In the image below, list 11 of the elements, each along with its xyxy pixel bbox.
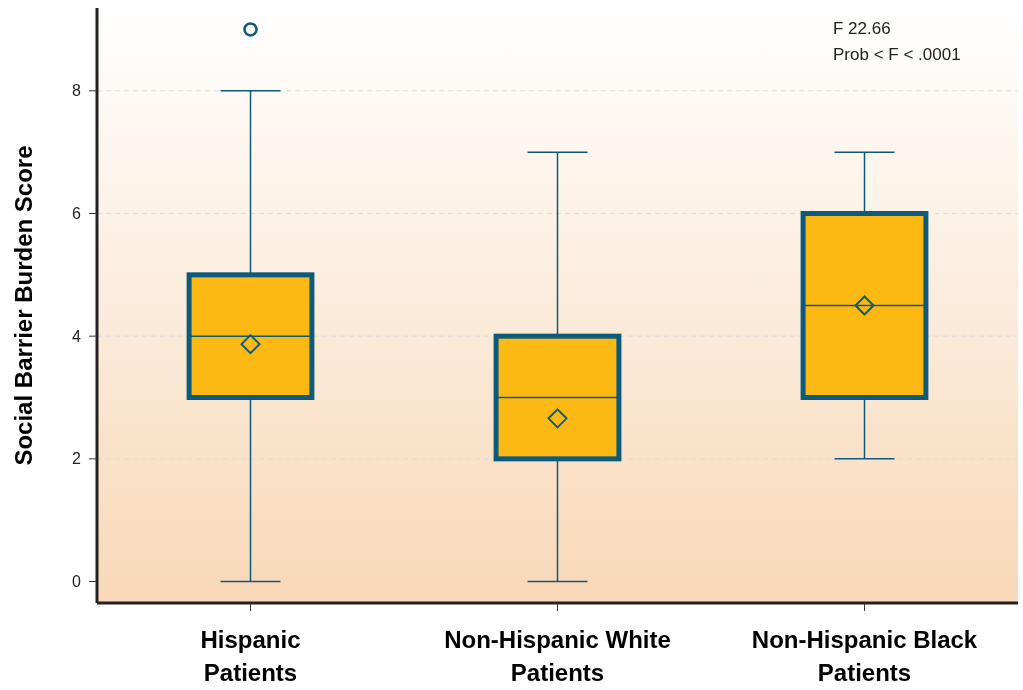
annotation: Prob < F < .0001	[833, 45, 961, 64]
x-tick-label: Non-Hispanic Black Patients	[751, 626, 978, 686]
x-tick-label: Hispanic Patients	[200, 626, 301, 686]
y-tick-label: 4	[72, 327, 82, 345]
x-tick-label: Non-Hispanic White Patients	[444, 626, 671, 686]
y-tick-label: 2	[72, 450, 82, 468]
y-tick-label: 8	[72, 82, 82, 100]
annotation: F 22.66	[833, 19, 891, 38]
y-tick-label: 6	[72, 205, 82, 223]
y-axis-title: Social Barrier Burden Score	[10, 145, 37, 466]
y-tick-label: 0	[72, 573, 82, 591]
